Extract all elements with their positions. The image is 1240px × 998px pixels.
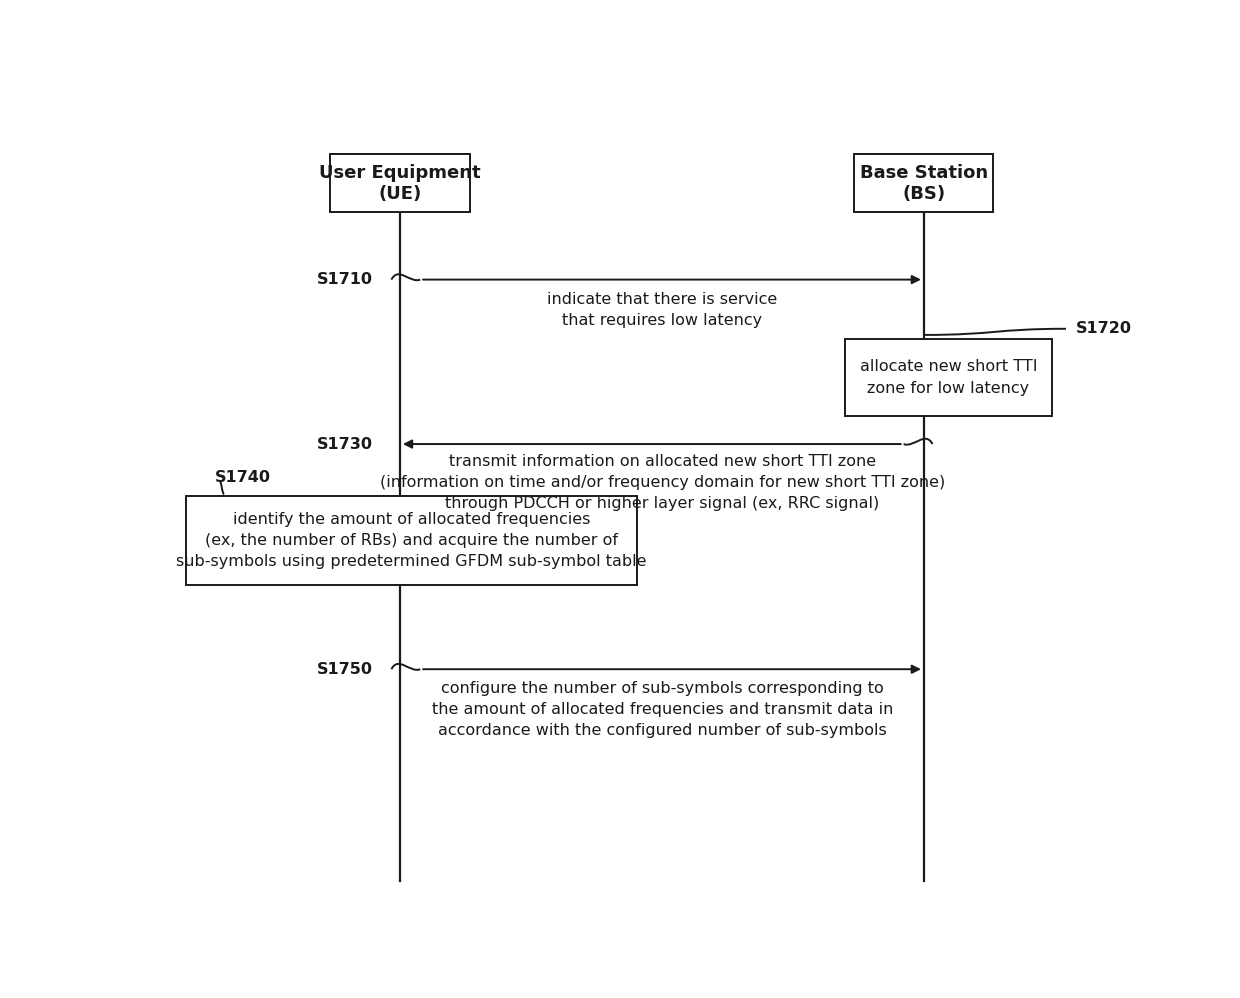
Text: indicate that there is service
that requires low latency: indicate that there is service that requ… [547, 292, 777, 328]
FancyBboxPatch shape [844, 338, 1052, 415]
Text: Base Station
(BS): Base Station (BS) [859, 164, 988, 203]
Text: transmit information on allocated new short TTI zone
(information on time and/or: transmit information on allocated new sh… [379, 454, 945, 511]
Text: S1720: S1720 [1075, 321, 1132, 336]
Text: S1740: S1740 [215, 470, 270, 485]
Text: identify the amount of allocated frequencies
(ex, the number of RBs) and acquire: identify the amount of allocated frequen… [176, 512, 647, 569]
Text: configure the number of sub-symbols corresponding to
the amount of allocated fre: configure the number of sub-symbols corr… [432, 682, 893, 739]
Text: S1750: S1750 [316, 662, 372, 677]
FancyBboxPatch shape [186, 496, 637, 585]
Text: S1710: S1710 [316, 272, 372, 287]
FancyBboxPatch shape [330, 155, 470, 212]
Text: allocate new short TTI
zone for low latency: allocate new short TTI zone for low late… [859, 358, 1037, 396]
Text: S1730: S1730 [316, 436, 372, 451]
FancyBboxPatch shape [854, 155, 993, 212]
Text: User Equipment
(UE): User Equipment (UE) [319, 164, 481, 203]
